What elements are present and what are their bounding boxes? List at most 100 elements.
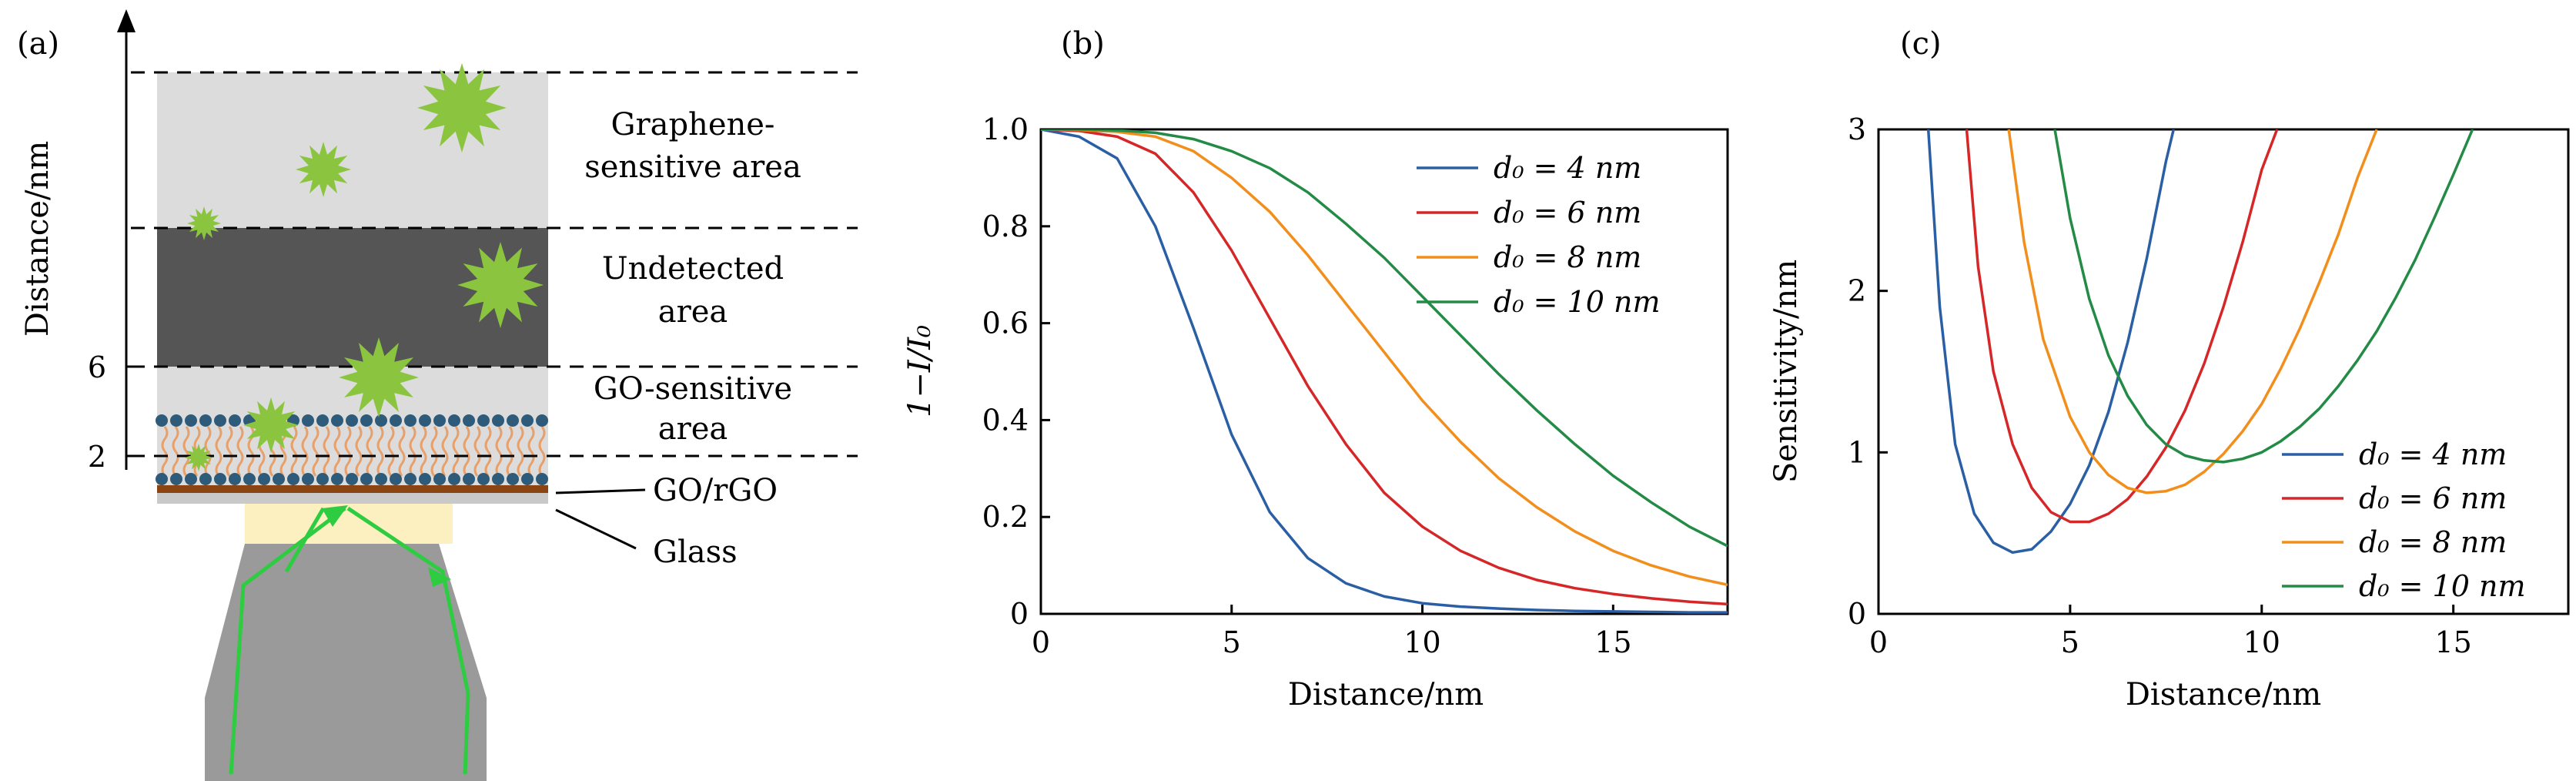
lipid-head bbox=[346, 414, 358, 427]
lipid-head bbox=[360, 414, 373, 427]
lipid-tail bbox=[463, 451, 470, 477]
x-tick-label: 10 bbox=[1403, 625, 1440, 659]
lipid-head bbox=[243, 473, 256, 485]
lipid-head bbox=[302, 414, 314, 427]
lipid-head bbox=[273, 473, 285, 485]
region-label-graphene-line1: Graphene- bbox=[611, 107, 775, 142]
lipid-head bbox=[214, 473, 226, 485]
x-tick-label: 5 bbox=[1223, 625, 1241, 659]
y-tick-label: 0.4 bbox=[982, 403, 1029, 437]
lipid-tail bbox=[182, 426, 190, 452]
lipid-head bbox=[185, 473, 197, 485]
lipid-head bbox=[287, 473, 299, 485]
series-line bbox=[1041, 129, 1728, 606]
x-tick-label: 10 bbox=[2243, 625, 2280, 659]
lipid-tail bbox=[355, 426, 363, 452]
x-tick-label: 0 bbox=[1869, 625, 1888, 659]
lipid-head bbox=[170, 473, 182, 485]
lipid-head bbox=[463, 473, 475, 485]
y-tick-label: 2 bbox=[1848, 274, 1866, 308]
light-rays bbox=[229, 506, 470, 775]
axis-tick-label-6: 6 bbox=[88, 350, 106, 384]
y-tick-label: 0.6 bbox=[982, 307, 1029, 340]
callout-line-go bbox=[555, 488, 646, 494]
x-tick-label: 15 bbox=[1594, 625, 1631, 659]
lipid-tail bbox=[344, 426, 352, 452]
reflected-ray bbox=[346, 506, 470, 775]
panel-c-chart: (c) 0 5 10 15 0 1 2 3 d₀ = 4 nm d₀ = 6 nm d₀ = 8 … bbox=[1768, 26, 2570, 712]
lipid-head bbox=[492, 473, 504, 485]
plot-frame bbox=[1877, 128, 2570, 615]
go-rgo-layer bbox=[157, 485, 548, 493]
legend-label: d₀ = 8 nm bbox=[2359, 525, 2507, 559]
panel-b-legend: d₀ = 4 nm d₀ = 6 nm d₀ = 8 nm d₀ = 10 nm bbox=[1417, 151, 1661, 319]
series-line bbox=[1926, 129, 2176, 555]
panel-c-series bbox=[1926, 129, 2474, 555]
x-tick-label: 0 bbox=[1032, 625, 1050, 659]
particle-star bbox=[417, 63, 507, 153]
lipid-head bbox=[258, 473, 270, 485]
panel-c-axes: 0 5 10 15 0 1 2 3 bbox=[1848, 112, 2570, 659]
callout-glass: Glass bbox=[653, 535, 738, 570]
legend-label: d₀ = 8 nm bbox=[1494, 240, 1641, 274]
lipid-tail bbox=[236, 426, 244, 452]
lipid-head bbox=[404, 414, 417, 427]
x-tick-label: 15 bbox=[2434, 625, 2471, 659]
lipid-tail bbox=[441, 451, 449, 477]
lipid-tail bbox=[333, 426, 341, 452]
lipid-head bbox=[170, 414, 182, 427]
lipid-tail bbox=[247, 426, 255, 452]
lipid-head bbox=[507, 414, 519, 427]
y-tick-label: 1.0 bbox=[982, 112, 1029, 146]
region-label-graphene-line2: sensitive area bbox=[584, 149, 801, 185]
lipid-tail bbox=[473, 426, 481, 452]
y-tick-label: 1 bbox=[1848, 435, 1866, 469]
ray-arrowhead-right bbox=[428, 567, 451, 587]
lipid-tail bbox=[215, 426, 222, 452]
legend-label: d₀ = 10 nm bbox=[2359, 569, 2526, 603]
lipid-tail bbox=[172, 426, 179, 452]
lipid-head bbox=[536, 473, 548, 485]
lipid-head bbox=[521, 414, 534, 427]
lipid-head bbox=[360, 473, 373, 485]
panel-c-legend: d₀ = 4 nm d₀ = 6 nm d₀ = 8 nm d₀ = 10 nm bbox=[2282, 437, 2526, 603]
lipid-head bbox=[316, 414, 329, 427]
region-label-undetected-line1: Undetected bbox=[602, 251, 784, 287]
panel-b-axes: 0 5 10 15 0 0.2 0.4 0.6 0.8 1.0 bbox=[982, 112, 1729, 659]
y-tick-label: 3 bbox=[1848, 112, 1866, 146]
lipid-head bbox=[448, 473, 460, 485]
series-line bbox=[2007, 129, 2378, 494]
lipid-tail bbox=[441, 426, 449, 452]
lipid-tail bbox=[398, 451, 406, 477]
ray-arrowhead-top bbox=[322, 505, 348, 527]
particle-star bbox=[185, 444, 212, 471]
panel-c-xlabel: Distance/nm bbox=[2126, 677, 2321, 712]
lipid-head bbox=[536, 414, 548, 427]
panel-b-ylabel: 1−I/I₀ bbox=[902, 325, 938, 417]
lipid-head bbox=[448, 414, 460, 427]
lipid-head bbox=[185, 414, 197, 427]
lipid-head bbox=[375, 473, 387, 485]
panel-c-ylabel: Sensitivity/nm bbox=[1768, 260, 1804, 483]
lipid-head bbox=[390, 414, 402, 427]
lipid-tail bbox=[463, 426, 470, 452]
lipid-head bbox=[433, 414, 446, 427]
series-line bbox=[1041, 129, 1728, 548]
x-tick-label: 5 bbox=[2061, 625, 2079, 659]
legend-label: d₀ = 4 nm bbox=[1494, 151, 1641, 185]
lipid-tail bbox=[387, 426, 395, 452]
glass-layer bbox=[157, 493, 548, 504]
lipid-tail bbox=[279, 451, 287, 477]
axis-tick-label-2: 2 bbox=[88, 440, 106, 474]
series-line bbox=[1041, 129, 1728, 587]
objective-lens bbox=[205, 544, 487, 781]
lipid-tail bbox=[301, 451, 309, 477]
lipid-tail bbox=[236, 451, 244, 477]
y-tick-label: 0.8 bbox=[982, 209, 1029, 243]
lipid-head bbox=[477, 473, 490, 485]
lipid-tail bbox=[366, 426, 373, 452]
particle-star bbox=[457, 242, 544, 328]
lipid-tail bbox=[355, 451, 363, 477]
lipid-tail bbox=[452, 426, 460, 452]
